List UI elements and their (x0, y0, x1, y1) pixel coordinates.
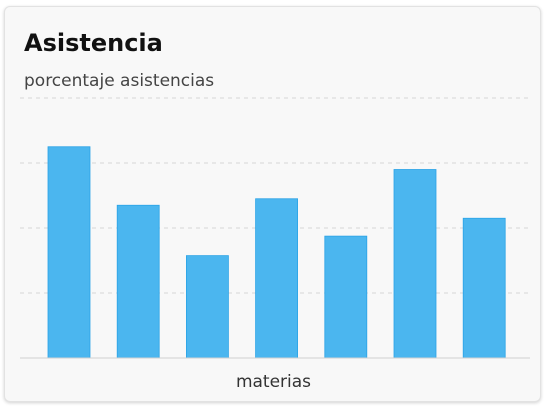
bar-7[interactable] (462, 217, 506, 359)
chart-subtitle: porcentaje asistencias (24, 71, 215, 91)
grid-lines (20, 97, 530, 294)
bar-5[interactable] (324, 235, 368, 359)
chart-title: Asistencia (24, 29, 163, 57)
bar-series (47, 146, 506, 359)
bar-2[interactable] (116, 204, 160, 359)
chart-card: Asistencia porcentaje asistencias materi… (4, 6, 541, 402)
bar-3[interactable] (185, 255, 229, 359)
bar-6[interactable] (393, 169, 437, 359)
bar-4[interactable] (255, 198, 299, 359)
x-axis-label: materias (235, 372, 312, 392)
bar-chart (20, 97, 530, 359)
bar-1[interactable] (47, 146, 91, 359)
